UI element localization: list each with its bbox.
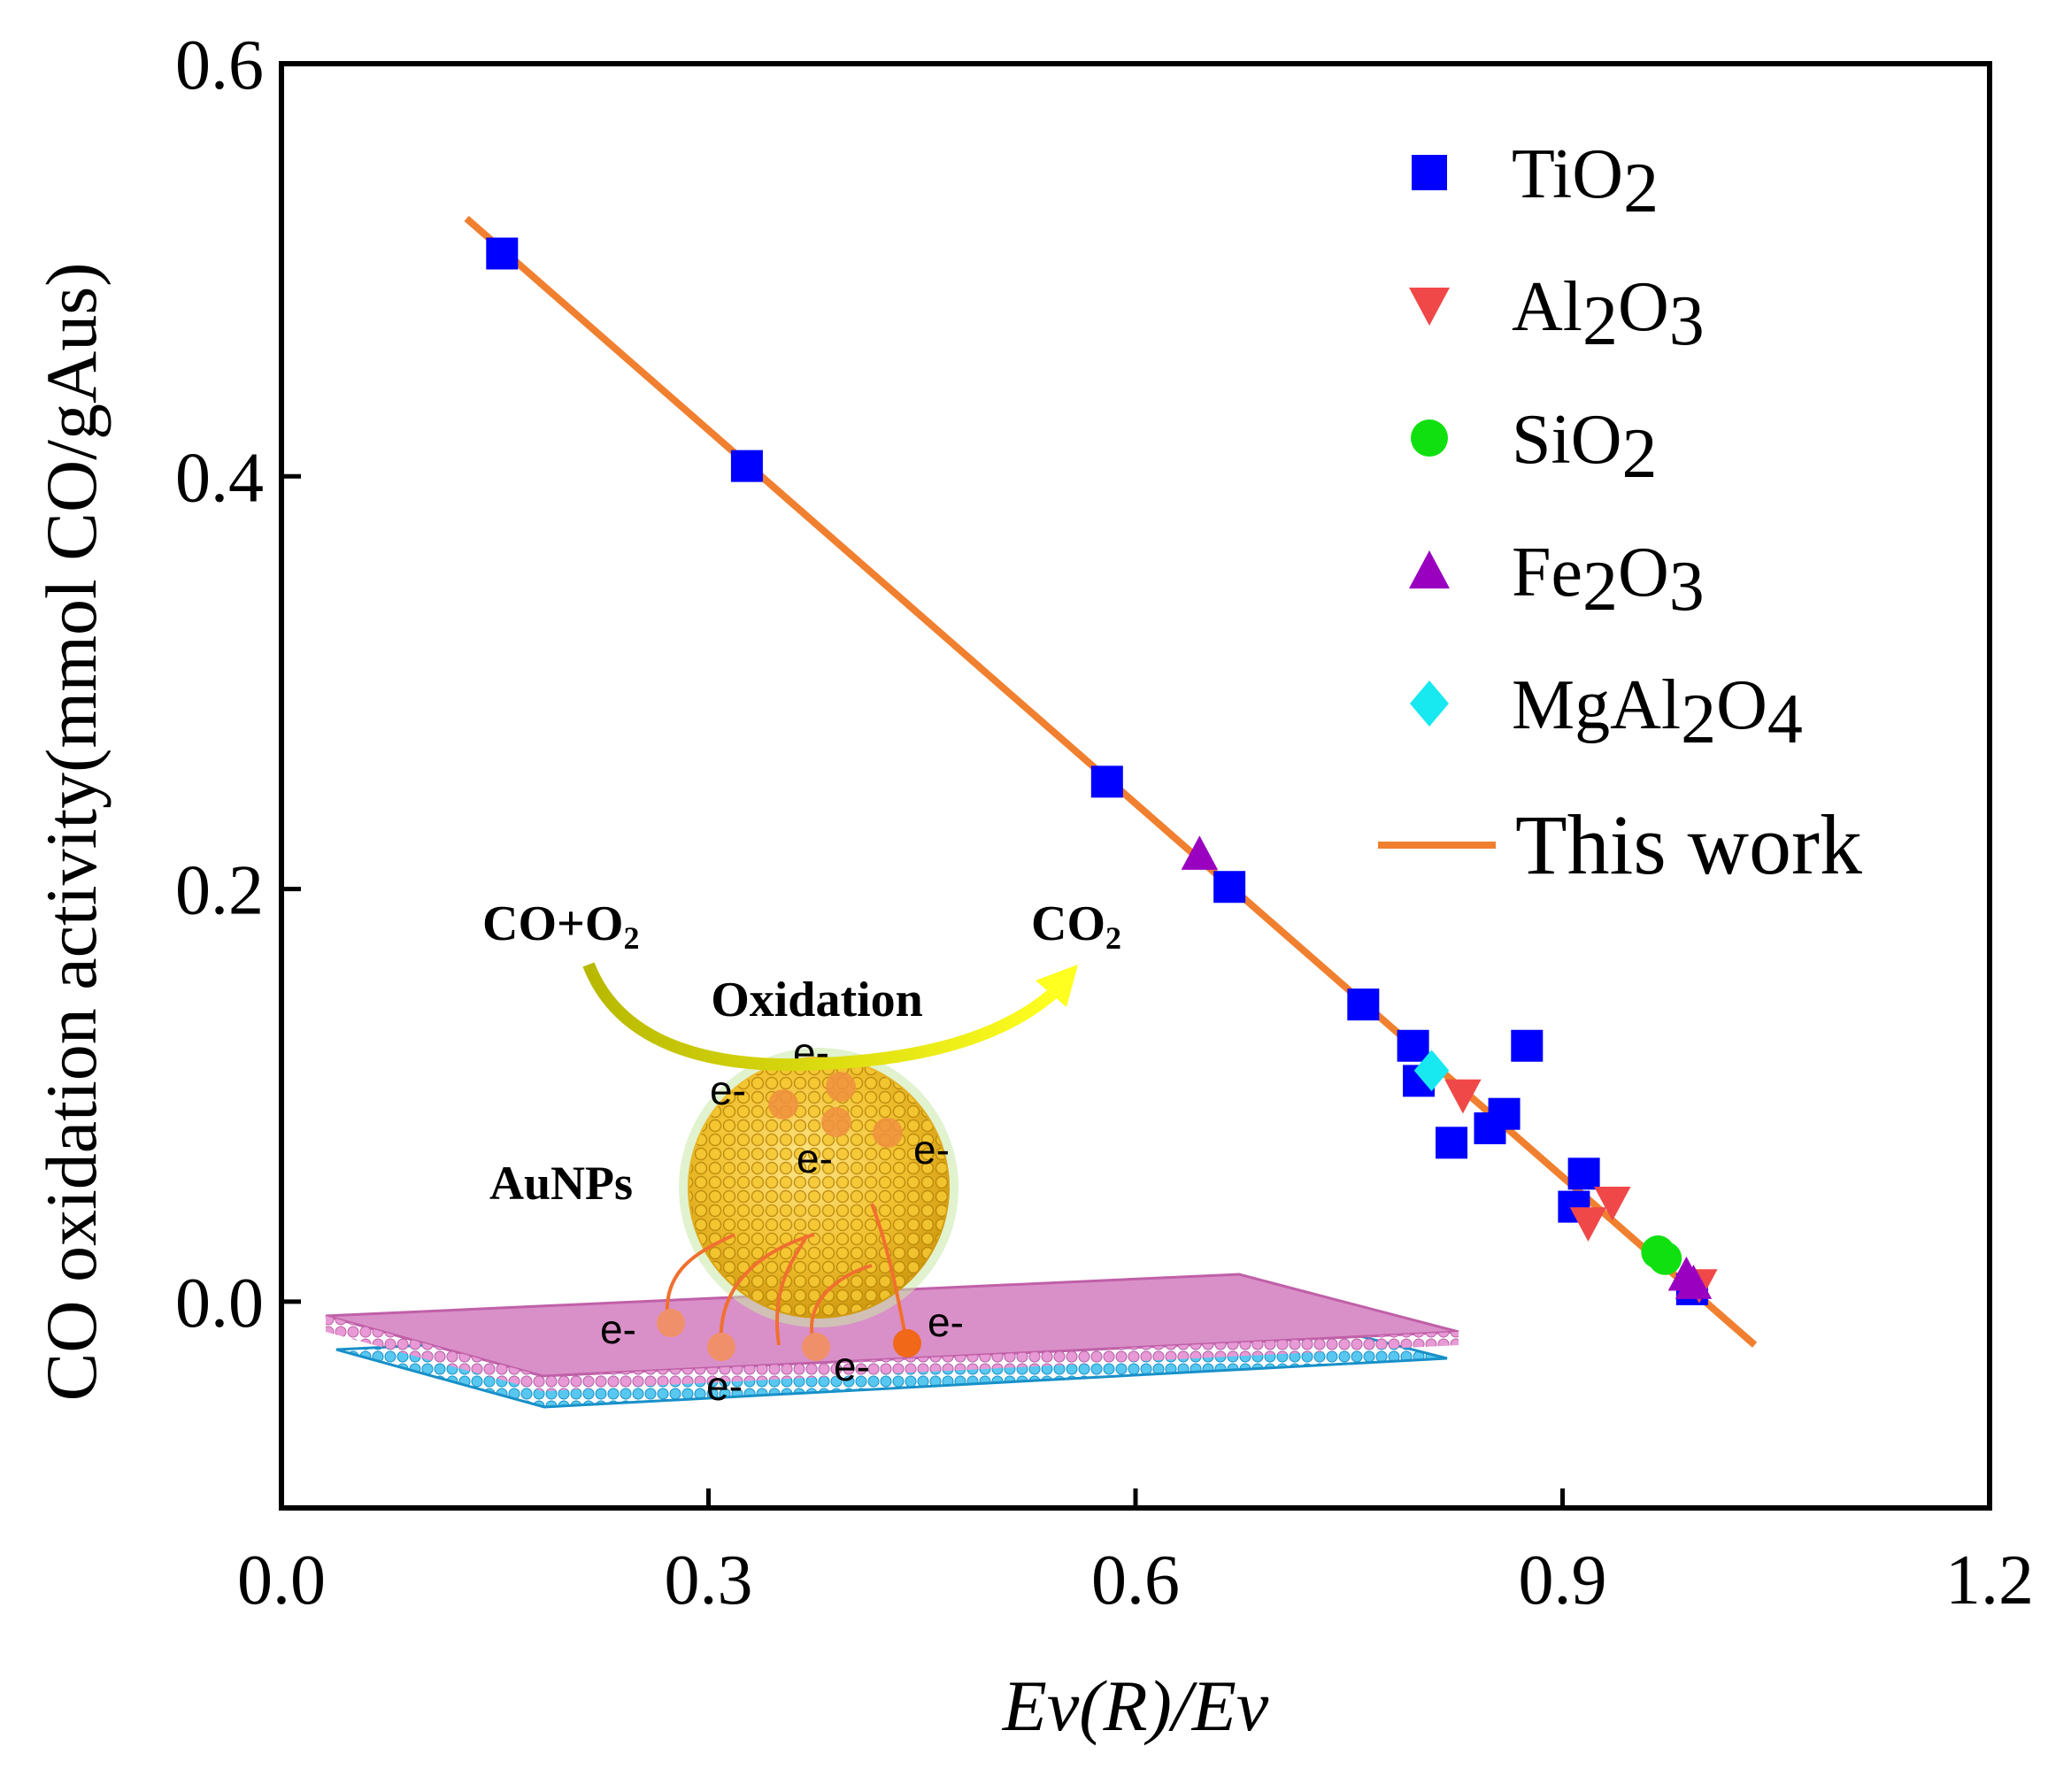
data-point-fe2o3 <box>1675 1265 1713 1299</box>
reactant-label: CO+O2 <box>482 896 639 956</box>
data-point-tio2 <box>1488 1097 1521 1130</box>
x-axis-ticks: 0.0 0.3 0.6 0.9 1.2 <box>237 1488 2034 1619</box>
product-label: CO2 <box>1031 896 1121 956</box>
aunps-label: AuNPs <box>489 1157 633 1210</box>
data-point-tio2 <box>1090 765 1123 798</box>
data-points <box>486 237 1718 1305</box>
electron-dot <box>707 1333 735 1361</box>
electron-dot <box>893 1329 921 1357</box>
data-point-fe2o3 <box>1181 835 1219 870</box>
x-tick-label: 0.6 <box>1091 1542 1180 1619</box>
data-point-al2o3 <box>1569 1207 1607 1242</box>
electron-label: e- <box>797 1135 833 1181</box>
oxidation-arrow <box>582 962 1065 1072</box>
y-tick-label: 0.2 <box>175 852 264 930</box>
pink-substrate-front <box>543 1332 1459 1391</box>
data-point-tio2 <box>1567 1157 1600 1190</box>
electron-label: e- <box>913 1127 950 1173</box>
data-point-tio2 <box>1397 1029 1429 1062</box>
legend: TiO2 Al2O3 SiO2 Fe2O3 MgAl2O4 This work <box>1378 135 1862 892</box>
data-point-sio2 <box>1648 1241 1682 1275</box>
charge-blob <box>826 1072 856 1102</box>
legend-label-this-work: This work <box>1515 797 1862 892</box>
oxidation-label: Oxidation <box>711 973 923 1027</box>
data-point-tio2 <box>730 450 763 482</box>
electron-transfer-arrows <box>665 1203 909 1346</box>
x-tick-label: 0.3 <box>665 1542 753 1619</box>
charge-blob <box>873 1118 903 1148</box>
legend-label-sio2: SiO2 <box>1512 401 1658 493</box>
electron-label: e- <box>710 1067 746 1113</box>
legend-label-tio2: TiO2 <box>1512 135 1659 227</box>
data-point-tio2 <box>486 237 519 270</box>
legend-marker-fe2o3 <box>1409 550 1450 588</box>
data-point-tio2 <box>1347 988 1380 1021</box>
electron-label: e- <box>706 1363 743 1409</box>
y-tick-label: 0.4 <box>175 439 264 517</box>
legend-label-fe2o3: Fe2O3 <box>1512 534 1705 626</box>
x-tick-label: 1.2 <box>1945 1542 2034 1619</box>
electron-label: e- <box>928 1299 964 1345</box>
x-tick-label: 0.0 <box>237 1542 326 1619</box>
electron-dot <box>802 1333 830 1361</box>
data-point-tio2 <box>1511 1029 1544 1062</box>
y-tick-label: 0.6 <box>175 27 264 104</box>
electron-label: e- <box>600 1306 636 1352</box>
data-point-al2o3 <box>1594 1186 1631 1221</box>
legend-label-mgal2o4: MgAl2O4 <box>1512 666 1803 758</box>
charge-blob <box>768 1089 798 1119</box>
y-axis-title: CO oxidation activity(mmol CO/gAus) <box>31 263 112 1402</box>
data-point-mgal2o4 <box>1413 1050 1450 1092</box>
electron-label: e- <box>834 1343 870 1389</box>
inset-illustration: e- e- e- e- e- e- e- e- CO+O2 CO2 Oxidat… <box>325 896 1459 1409</box>
x-tick-label: 0.9 <box>1519 1542 1607 1619</box>
legend-marker-al2o3 <box>1409 288 1450 326</box>
legend-marker-sio2 <box>1411 419 1448 457</box>
legend-marker-tio2 <box>1412 155 1447 190</box>
y-axis-ticks: 0.0 0.2 0.4 0.6 <box>175 27 301 1342</box>
legend-marker-mgal2o4 <box>1410 681 1449 727</box>
electron-dot <box>657 1309 685 1337</box>
data-point-al2o3 <box>1444 1079 1482 1114</box>
y-tick-label: 0.0 <box>175 1265 264 1342</box>
data-point-tio2 <box>1436 1127 1468 1159</box>
oxidation-arrowhead <box>1036 965 1078 1007</box>
charge-blob <box>821 1107 851 1137</box>
legend-label-al2o3: Al2O3 <box>1512 268 1705 360</box>
data-point-tio2 <box>1213 871 1246 904</box>
x-axis-title: Ev(R)/Ev <box>1002 1665 1269 1746</box>
pink-substrate-edge <box>326 1316 543 1391</box>
